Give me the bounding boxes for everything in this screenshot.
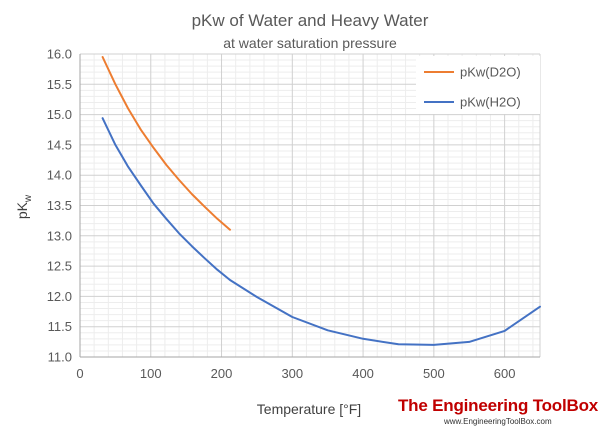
y-tick-label: 15.5 — [47, 77, 72, 92]
legend-label: pKw(D2O) — [460, 65, 521, 80]
x-tick-label: 400 — [352, 366, 374, 381]
series-lines — [101, 56, 541, 346]
y-tick-label: 14.5 — [47, 137, 72, 152]
x-axis-label: Temperature [°F] — [257, 401, 361, 417]
grid — [80, 53, 541, 357]
y-tick-label: 13.5 — [47, 198, 72, 213]
y-tick-label: 12.5 — [47, 259, 72, 274]
y-tick-label: 14.0 — [47, 168, 72, 183]
y-tick-labels: 11.0 11.5 12.0 12.5 13.0 13.5 14.0 14.5 15.0 15.5… — [47, 47, 72, 365]
x-tick-label: 200 — [211, 366, 233, 381]
y-axis-label: pKw — [14, 194, 34, 219]
legend-box — [416, 56, 540, 114]
x-tick-label: 600 — [494, 366, 516, 381]
x-tick-label: 100 — [140, 366, 162, 381]
y-axis-label-subscript: w — [23, 194, 34, 203]
x-tick-label: 300 — [281, 366, 303, 381]
brand-url: www.EngineeringToolBox.com — [444, 417, 552, 426]
brand-logo-text: The Engineering ToolBox — [398, 396, 599, 415]
x-tick-label: 0 — [76, 366, 83, 381]
legend-label: pKw(H2O) — [460, 95, 521, 110]
y-tick-label: 11.0 — [48, 350, 72, 365]
y-tick-label: 11.5 — [48, 319, 72, 334]
chart-subtitle: at water saturation pressure — [223, 35, 397, 51]
series-line-pkw-d2o- — [101, 56, 231, 231]
series-line-pkw-h2o- — [101, 117, 541, 346]
x-tick-labels: 0 100 200 300 400 500 600 — [76, 366, 515, 381]
y-tick-label: 13.0 — [47, 228, 72, 243]
axes — [79, 54, 540, 358]
y-tick-label: 15.0 — [47, 107, 72, 122]
y-tick-label: 16.0 — [47, 47, 72, 62]
x-tick-label: 500 — [423, 366, 445, 381]
y-axis-label-main: pK — [14, 201, 30, 219]
legend: pKw(D2O) pKw(H2O) — [416, 56, 540, 114]
y-tick-label: 12.0 — [47, 289, 72, 304]
chart-title: pKw of Water and Heavy Water — [192, 11, 429, 30]
